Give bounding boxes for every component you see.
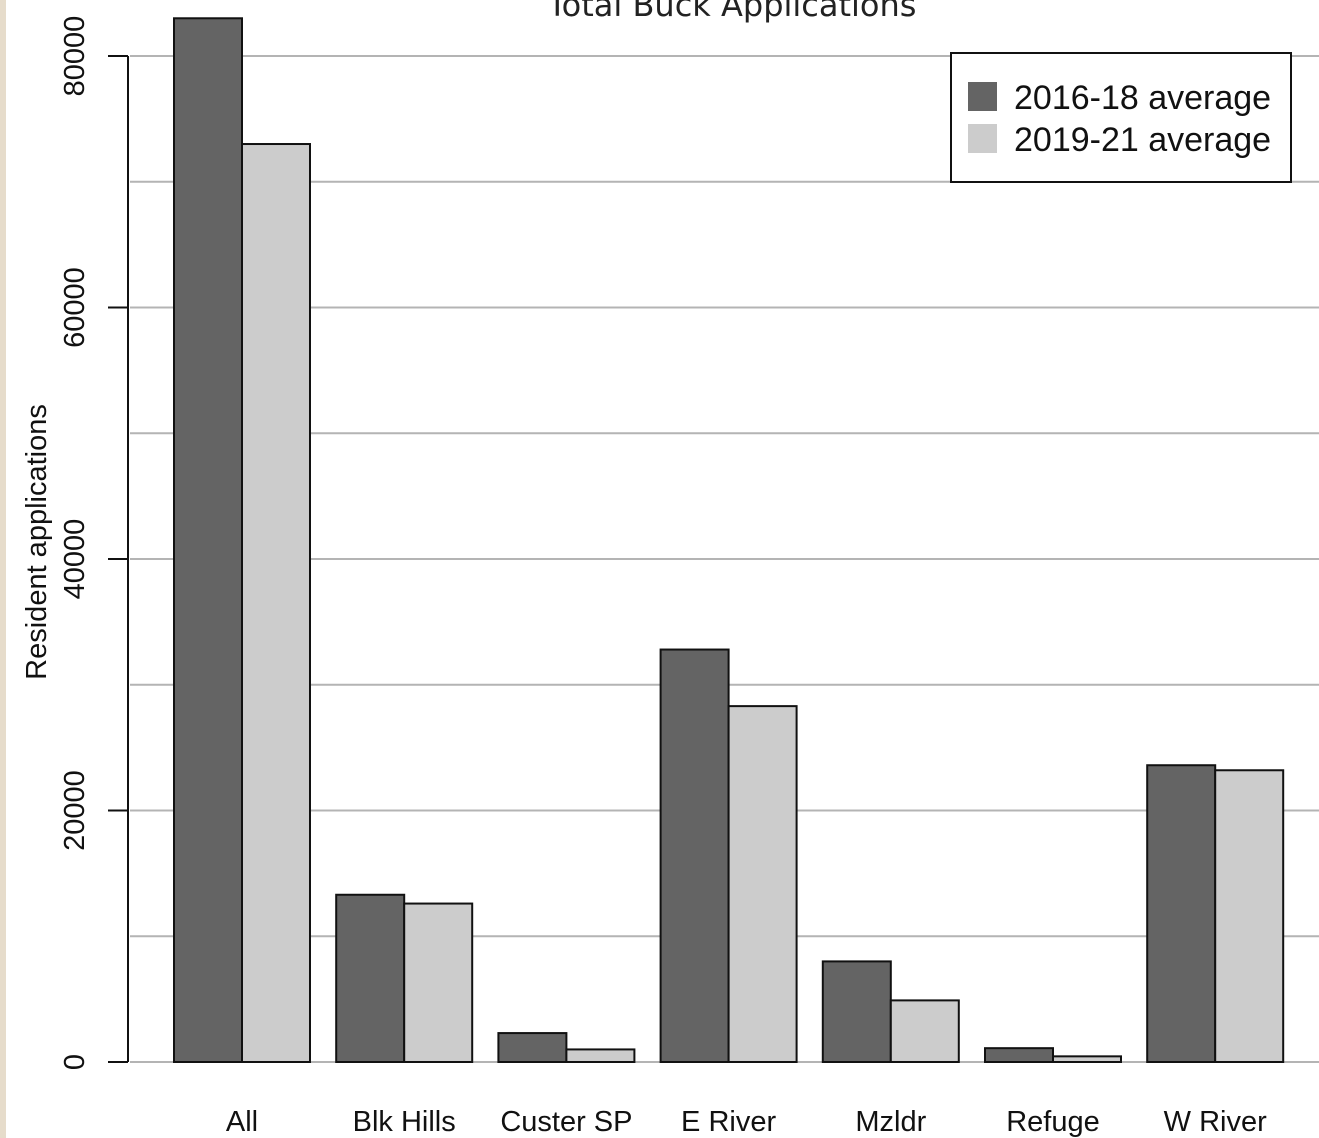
- x-tick-label: W River: [1164, 1106, 1267, 1138]
- y-tick-label: 40000: [59, 519, 91, 600]
- bar-series2-e-river: [727, 705, 798, 1063]
- y-tick-label: 60000: [59, 267, 91, 348]
- bar-series1-mzldr: [821, 960, 892, 1064]
- y-axis: 0 20000 40000 60000 80000: [59, 16, 129, 1070]
- x-tick-label: Refuge: [1006, 1106, 1100, 1138]
- y-axis-label: Resident applications: [21, 404, 53, 680]
- x-tick-label: All: [226, 1106, 258, 1138]
- bar-series1-w-river: [1146, 764, 1217, 1063]
- y-tick-label: 20000: [59, 770, 91, 851]
- bar-series2-w-river: [1214, 769, 1285, 1063]
- bar-series1-e-river: [659, 648, 730, 1063]
- legend-box: [950, 52, 1292, 183]
- left-edge-strip: [0, 0, 6, 1138]
- x-axis: All Blk Hills Custer SP E River Mzldr Refuge W…: [226, 1106, 1267, 1138]
- bars: [173, 17, 1285, 1064]
- bar-series2-mzldr: [889, 999, 960, 1064]
- x-tick-label: Mzldr: [855, 1106, 926, 1138]
- bar-series2-refuge: [1052, 1055, 1122, 1064]
- y-tick-label: 80000: [59, 16, 91, 97]
- legend-label: 2016-18 average: [1014, 79, 1271, 117]
- x-tick-label: E River: [681, 1106, 776, 1138]
- bar-series2-custer-sp: [565, 1048, 636, 1064]
- bar-series1-all: [173, 17, 243, 1063]
- chart-title: Total Buck Applications: [547, 0, 917, 24]
- x-tick-label: Blk Hills: [353, 1106, 456, 1138]
- legend: 2016-18 average 2019-21 average: [950, 52, 1292, 183]
- legend-label: 2019-21 average: [1014, 121, 1271, 159]
- bar-series1-blk-hills: [335, 893, 406, 1063]
- y-tick-label: 0: [59, 1054, 91, 1070]
- bar-series1-custer-sp: [497, 1032, 568, 1064]
- bar-series2-blk-hills: [403, 902, 474, 1063]
- legend-swatch: [968, 82, 997, 111]
- bar-series1-refuge: [984, 1047, 1054, 1063]
- legend-swatch: [968, 124, 997, 153]
- bar-series2-all: [241, 143, 311, 1063]
- x-tick-label: Custer SP: [500, 1106, 632, 1138]
